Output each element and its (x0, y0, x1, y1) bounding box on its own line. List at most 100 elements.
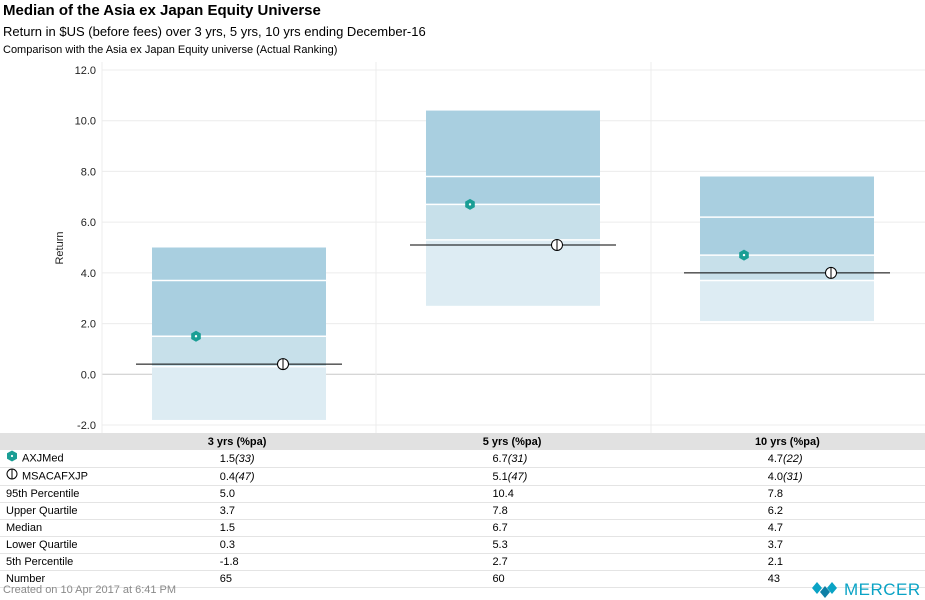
table-row: Number 65 60 43 (0, 570, 925, 588)
mercer-logo: MERCER (812, 580, 921, 600)
table-row: 5th Percentile -1.8 2.7 2.1 (0, 553, 925, 571)
cell-rank: (31) (783, 470, 803, 483)
table-cell: 2.1 (649, 553, 925, 571)
band-95-to-upper-quartile (426, 110, 600, 177)
table-header-blank (0, 433, 100, 450)
data-table: 3 yrs (%pa) 5 yrs (%pa) 10 yrs (%pa) AXJ… (0, 433, 925, 588)
cell-rank: (47) (235, 470, 255, 483)
table-cell: 6.2 (649, 502, 925, 520)
table-cell: 4.7(22) (649, 450, 925, 468)
cell-value: 43 (767, 573, 780, 585)
cell-value: 60 (492, 573, 505, 585)
y-tick-label: 8.0 (81, 166, 96, 178)
table-row: Median 1.5 6.7 4.7 (0, 519, 925, 537)
cell-value: -1.8 (219, 556, 239, 568)
row-label: 5th Percentile (6, 556, 74, 568)
table-row: Upper Quartile 3.7 7.8 6.2 (0, 502, 925, 520)
chart-subtitle-comparison: Comparison with the Asia ex Japan Equity… (3, 44, 338, 56)
y-tick-label: 6.0 (81, 217, 96, 229)
table-cell: 3.7 (99, 502, 375, 520)
table-cell: 1.5(33) (99, 450, 375, 468)
cell-value: 7.8 (767, 488, 783, 500)
table-cell: 1.5 (99, 519, 375, 537)
cell-value: 0.4 (219, 470, 236, 483)
cell-rank: (22) (783, 452, 803, 465)
row-label: 95th Percentile (6, 488, 80, 500)
mercer-logo-text: MERCER (844, 580, 921, 599)
table-cell: 5.1(47) (374, 467, 650, 486)
band-95-to-upper-quartile (700, 176, 874, 218)
row-label-cell: 95th Percentile (0, 485, 100, 503)
cell-rank: (33) (235, 452, 255, 465)
row-label-cell: 5th Percentile (0, 553, 100, 571)
table-cell: 0.4(47) (99, 467, 375, 486)
table-cell: 5.3 (374, 536, 650, 554)
cell-rank: (47) (507, 470, 528, 483)
table-cell: 5.0 (99, 485, 375, 503)
box-chart: 12.0 10.0 8.0 6.0 4.0 2.0 0.0 -2.0 Return (54, 62, 925, 433)
cell-value: 2.1 (767, 556, 783, 568)
table-cell: 4.7 (649, 519, 925, 537)
table-header-10yrs: 10 yrs (%pa) (649, 433, 925, 450)
band-95-to-upper-quartile (152, 247, 326, 281)
band-median-to-lower-quartile (700, 255, 874, 281)
band-lower-quartile-to-5th (700, 280, 874, 322)
cell-value: 7.8 (492, 505, 508, 517)
cell-rank: (31) (507, 452, 528, 465)
row-label: Lower Quartile (6, 539, 78, 551)
created-timestamp: Created on 10 Apr 2017 at 6:41 PM (3, 584, 177, 596)
table-cell: 65 (99, 570, 375, 588)
y-axis-label: Return (54, 231, 66, 264)
row-label: Median (6, 522, 43, 534)
band-lower-quartile-to-5th (426, 239, 600, 306)
band-upper-quartile-to-median (426, 176, 600, 205)
axjmed-marker-dot (194, 335, 198, 338)
band-median-to-lower-quartile (152, 336, 326, 367)
cell-value: 2.7 (492, 556, 508, 568)
y-tick-label: 4.0 (81, 268, 96, 280)
band-upper-quartile-to-median (700, 217, 874, 256)
axjmed-marker-dot (468, 203, 472, 206)
cell-value: 4.7 (767, 522, 783, 534)
table-cell: 3.7 (649, 536, 925, 554)
table-row: 95th Percentile 5.0 10.4 7.8 (0, 485, 925, 503)
band-median-to-lower-quartile (426, 204, 600, 240)
table-cell: 0.3 (99, 536, 375, 554)
axjmed-marker-dot (742, 253, 746, 257)
cell-value: 3.7 (219, 505, 236, 517)
row-label-cell: Lower Quartile (0, 536, 100, 554)
circle-line-icon (6, 468, 18, 485)
cell-value: 10.4 (492, 488, 514, 500)
table-cell: 4.0(31) (649, 467, 925, 486)
table-header-row: 3 yrs (%pa) 5 yrs (%pa) 10 yrs (%pa) (0, 433, 925, 450)
cell-value: 6.7 (492, 452, 508, 465)
table-row: MSACAFXJP 0.4(47) 5.1(47) 4.0(31) (0, 467, 925, 486)
cell-value: 6.2 (767, 505, 783, 517)
table-cell: 60 (374, 570, 650, 588)
cell-value: 5.1 (492, 470, 508, 483)
row-label-cell: Median (0, 519, 100, 537)
row-label-cell: Upper Quartile (0, 502, 100, 520)
row-label: AXJMed (22, 452, 64, 465)
cell-value: 1.5 (219, 522, 236, 534)
y-tick-label: -2.0 (77, 420, 96, 432)
chart-title: Median of the Asia ex Japan Equity Unive… (3, 2, 321, 19)
table-header-3yrs: 3 yrs (%pa) (99, 433, 375, 450)
mercer-logo-icon (812, 582, 837, 598)
cell-value: 4.0 (767, 470, 783, 483)
row-label: MSACAFXJP (22, 470, 89, 483)
cell-value: 5.0 (219, 488, 236, 500)
y-tick-label: 0.0 (81, 369, 96, 381)
row-label-cell: MSACAFXJP (0, 467, 100, 486)
y-tick-label: 2.0 (81, 319, 96, 331)
hexagon-icon (6, 450, 18, 467)
table-cell: 7.8 (649, 485, 925, 503)
band-upper-quartile-to-median (152, 280, 326, 337)
y-tick-label: 10.0 (75, 116, 96, 128)
cell-value: 5.3 (492, 539, 508, 551)
cell-value: 0.3 (219, 539, 236, 551)
table-cell: 7.8 (374, 502, 650, 520)
table-cell: 2.7 (374, 553, 650, 571)
row-label-cell: AXJMed (0, 450, 100, 468)
y-tick-label: 12.0 (75, 65, 96, 77)
